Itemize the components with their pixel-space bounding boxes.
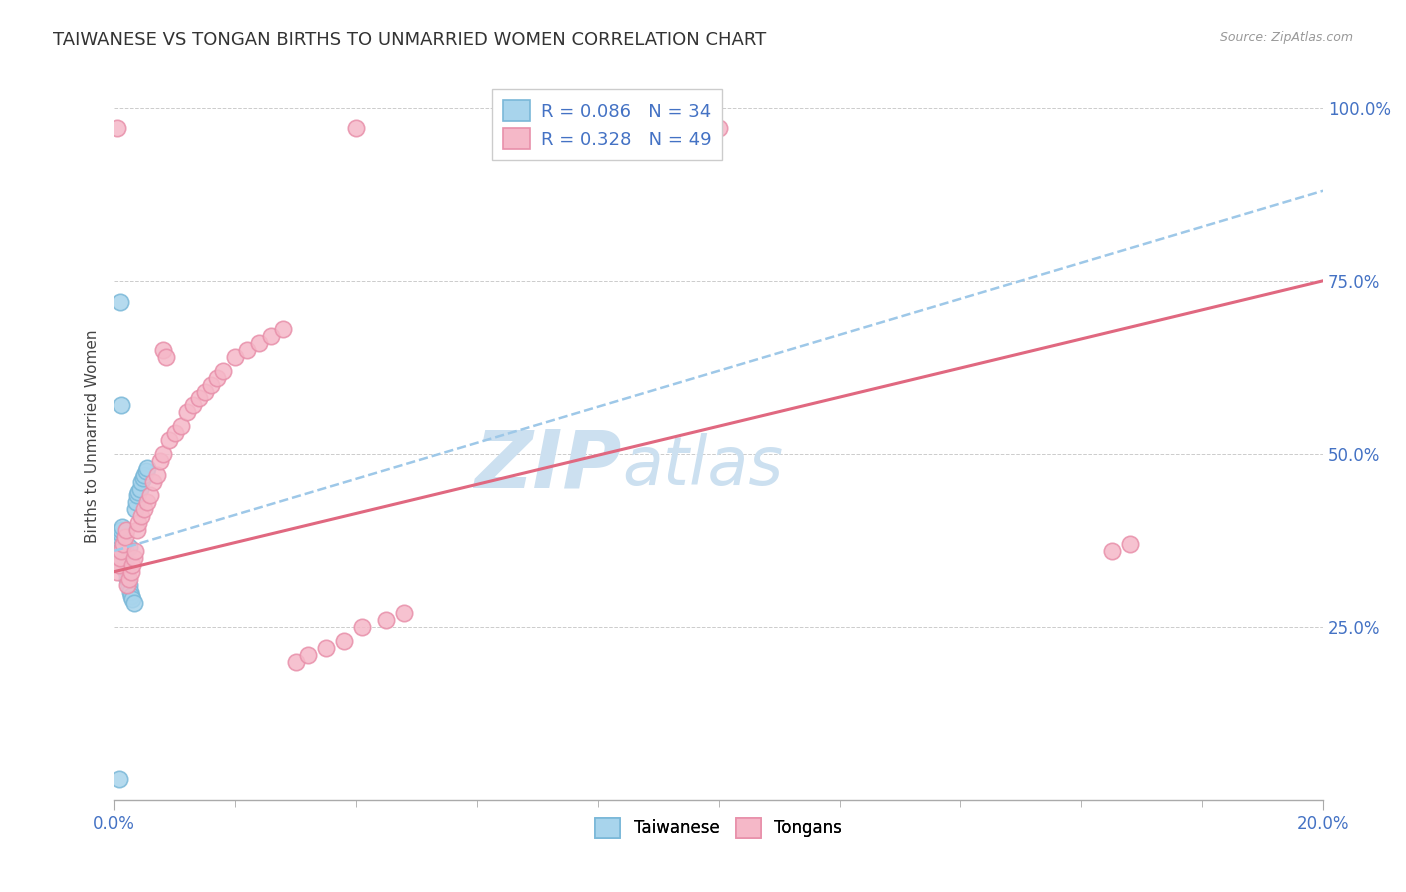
Point — [108, 537, 131, 551]
Text: TAIWANESE VS TONGAN BIRTHS TO UNMARRIED WOMEN CORRELATION CHART: TAIWANESE VS TONGAN BIRTHS TO UNMARRIED … — [53, 31, 766, 49]
Point — [110, 523, 132, 537]
Point — [112, 554, 135, 568]
Legend: Taiwanese, Tongans: Taiwanese, Tongans — [589, 812, 849, 844]
Point — [128, 482, 150, 496]
Point — [118, 572, 141, 586]
Point — [205, 370, 228, 384]
Point — [122, 550, 145, 565]
Text: ZIP: ZIP — [475, 426, 621, 505]
Point — [112, 537, 135, 551]
Point — [135, 464, 157, 478]
Point — [125, 495, 148, 509]
Point — [142, 475, 165, 489]
Point — [115, 561, 138, 575]
Point — [117, 572, 139, 586]
Point — [114, 547, 136, 561]
Point — [157, 433, 180, 447]
Point — [105, 565, 128, 579]
Point — [108, 772, 131, 787]
Point — [136, 460, 159, 475]
Point — [108, 544, 131, 558]
Point — [118, 585, 141, 599]
Point — [194, 384, 217, 399]
Point — [394, 606, 416, 620]
Point — [176, 405, 198, 419]
Point — [170, 419, 193, 434]
Point — [273, 322, 295, 336]
Point — [1118, 537, 1140, 551]
Point — [127, 488, 149, 502]
Point — [110, 294, 132, 309]
Point — [118, 541, 141, 555]
Text: atlas: atlas — [621, 433, 783, 499]
Point — [315, 640, 337, 655]
Point — [236, 343, 259, 357]
Y-axis label: Births to Unmarried Women: Births to Unmarried Women — [86, 330, 100, 543]
Point — [127, 516, 149, 531]
Point — [110, 399, 132, 413]
Point — [145, 467, 167, 482]
Point — [124, 502, 146, 516]
Point — [224, 350, 246, 364]
Point — [134, 502, 156, 516]
Point — [247, 336, 270, 351]
Point — [121, 592, 143, 607]
Point — [163, 426, 186, 441]
Point — [121, 558, 143, 572]
Point — [115, 565, 138, 579]
Point — [200, 377, 222, 392]
Point — [108, 558, 131, 572]
Point — [152, 343, 174, 357]
Point — [136, 495, 159, 509]
Point — [132, 471, 155, 485]
Text: Source: ZipAtlas.com: Source: ZipAtlas.com — [1219, 31, 1353, 45]
Point — [114, 530, 136, 544]
Point — [111, 558, 134, 572]
Point — [127, 485, 149, 500]
Point — [1101, 544, 1123, 558]
Point — [111, 519, 134, 533]
Point — [333, 634, 356, 648]
Point — [350, 620, 373, 634]
Point — [110, 526, 132, 541]
Point — [108, 533, 131, 548]
Point — [112, 550, 135, 565]
Point — [187, 392, 209, 406]
Point — [375, 613, 398, 627]
Point — [120, 589, 142, 603]
Point — [148, 454, 170, 468]
Point — [114, 544, 136, 558]
Point — [707, 121, 730, 136]
Point — [124, 544, 146, 558]
Point — [120, 565, 142, 579]
Point — [131, 509, 153, 524]
Point — [117, 578, 139, 592]
Point — [284, 655, 307, 669]
Point — [139, 488, 162, 502]
Point — [344, 121, 367, 136]
Point — [131, 475, 153, 489]
Point — [127, 523, 149, 537]
Point — [260, 329, 283, 343]
Point — [212, 364, 235, 378]
Point — [181, 399, 204, 413]
Point — [105, 121, 128, 136]
Point — [155, 350, 177, 364]
Point — [297, 648, 319, 662]
Point — [110, 550, 132, 565]
Point — [122, 596, 145, 610]
Point — [110, 530, 132, 544]
Point — [118, 578, 141, 592]
Point — [115, 523, 138, 537]
Point — [110, 544, 132, 558]
Point — [134, 467, 156, 482]
Point — [152, 447, 174, 461]
